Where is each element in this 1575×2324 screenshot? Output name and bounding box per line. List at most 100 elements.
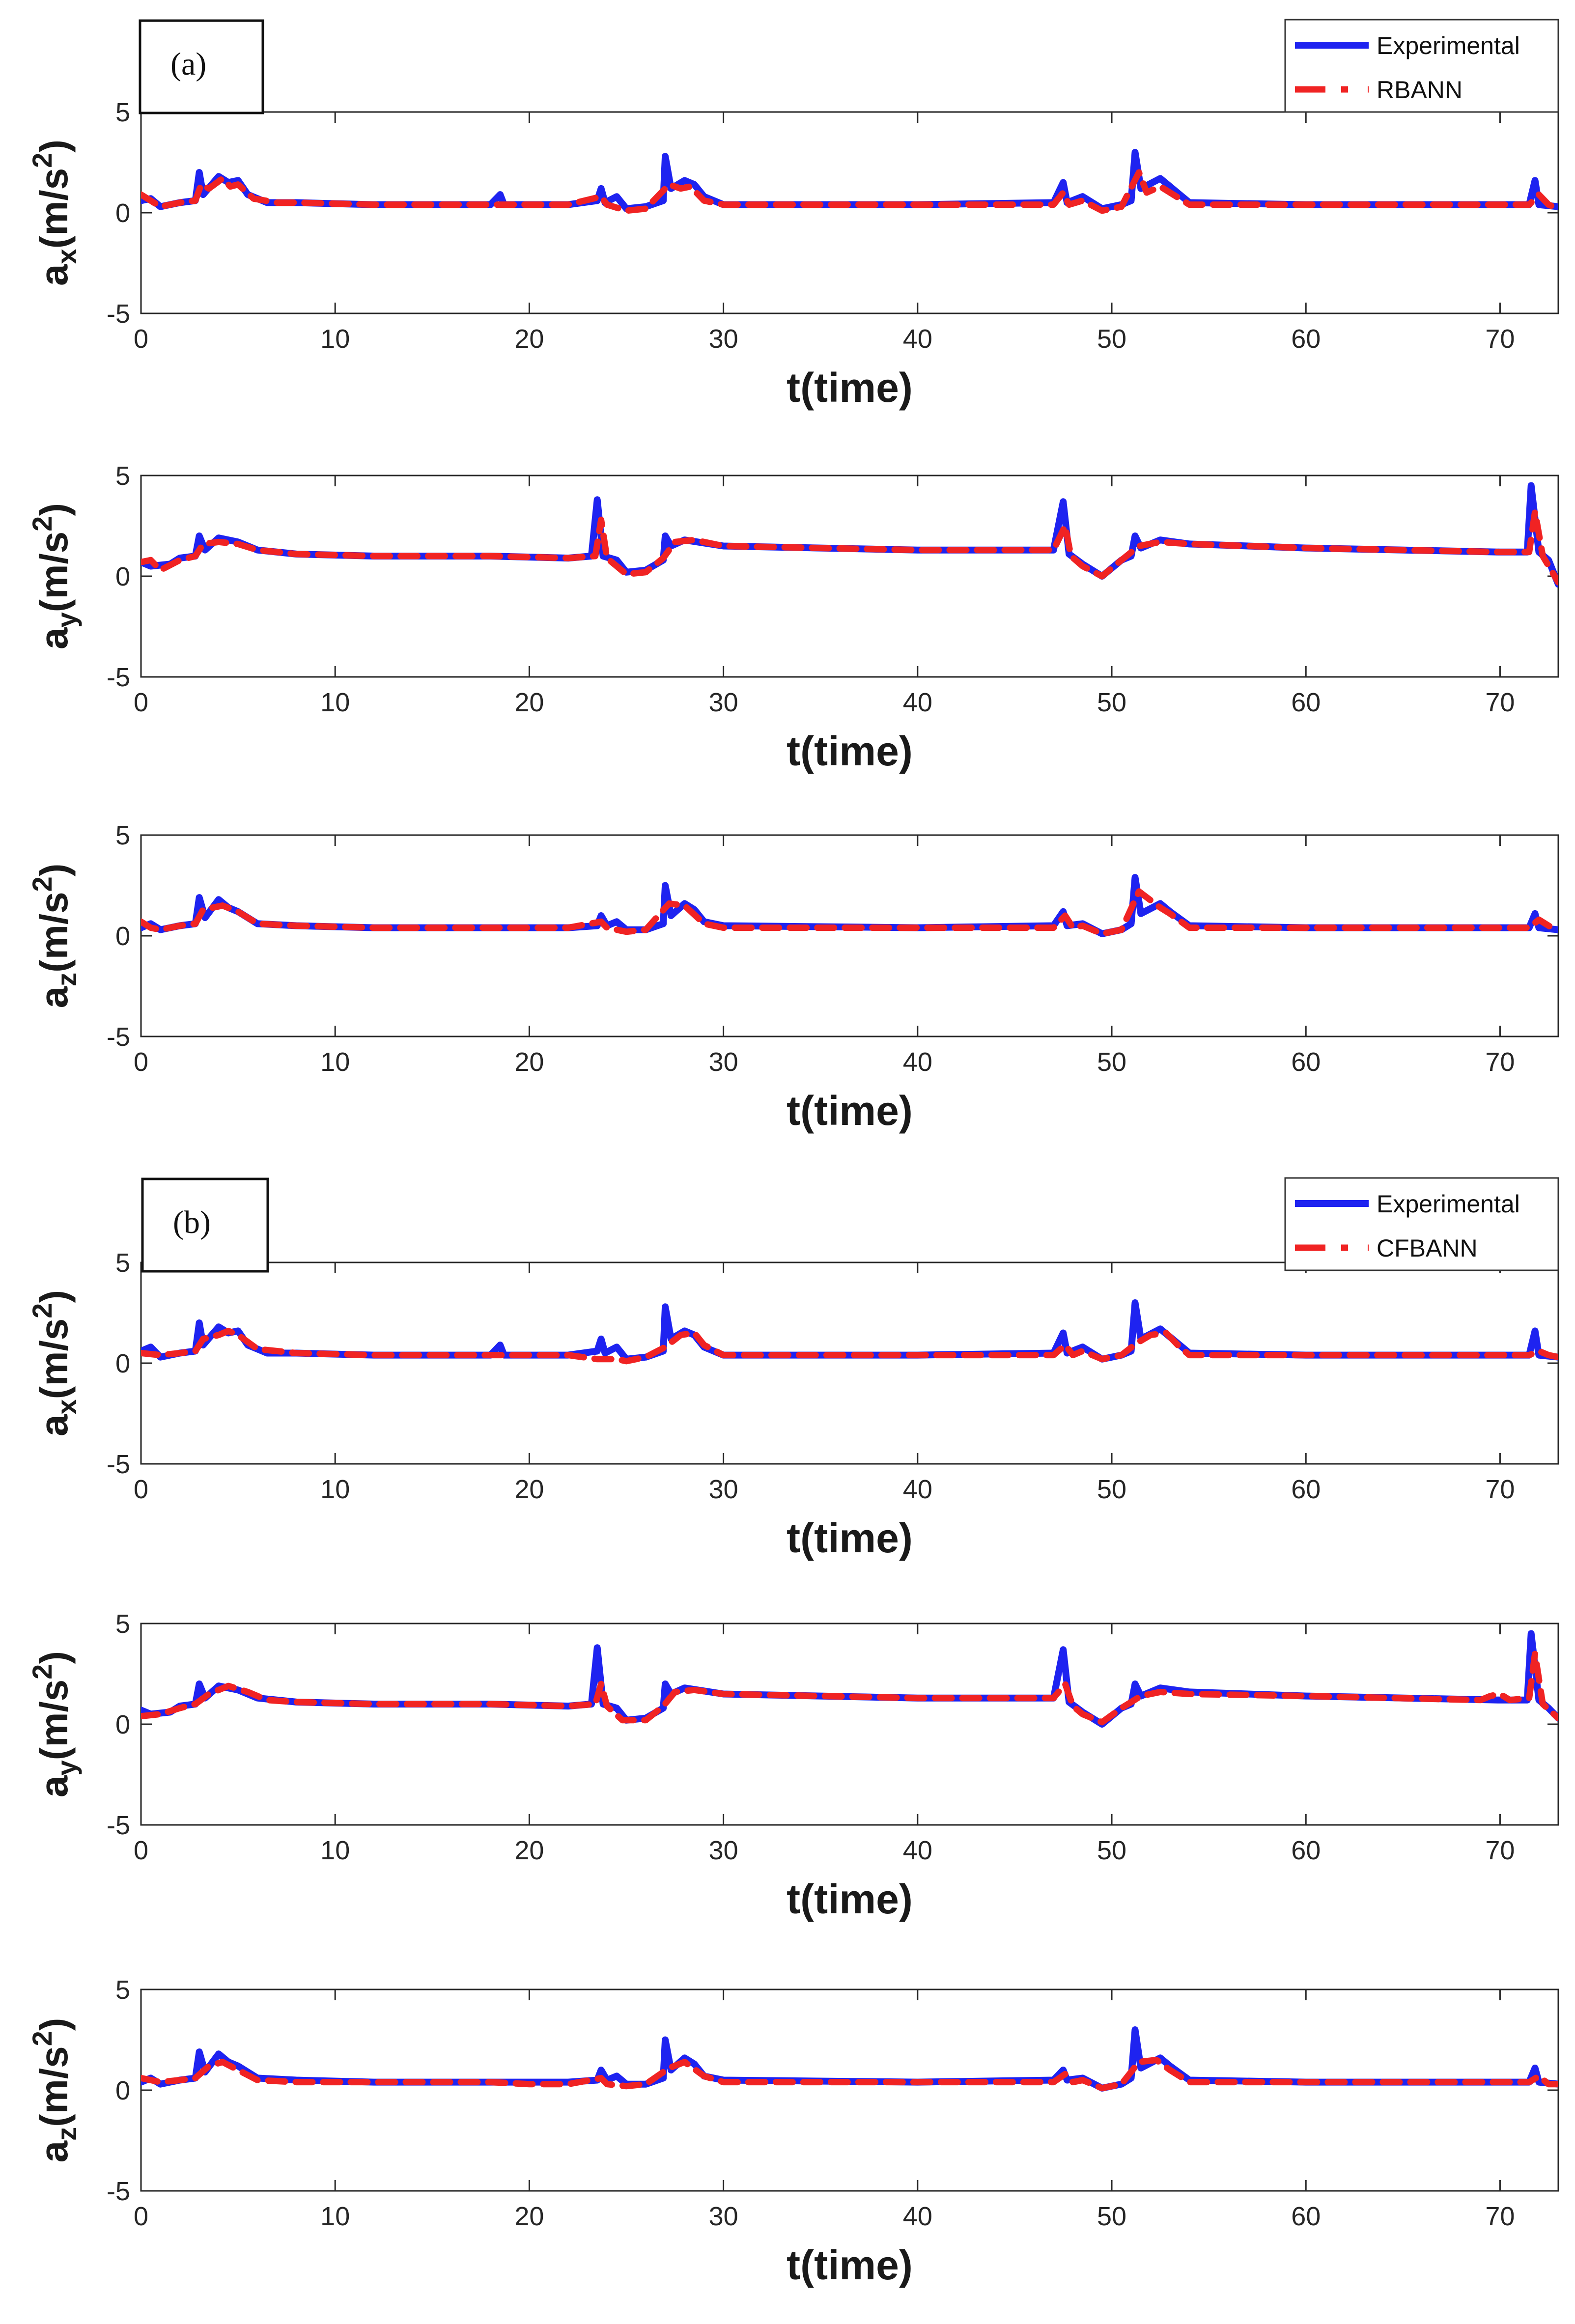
x-tick-label: 50 bbox=[1097, 1836, 1126, 1865]
x-tick-label: 50 bbox=[1097, 324, 1126, 354]
y-label-subscript: y bbox=[51, 1760, 82, 1775]
x-axis-label: t(time) bbox=[787, 1515, 913, 1561]
y-label-units: (m/s bbox=[32, 2046, 76, 2127]
y-label-close: ) bbox=[32, 1651, 76, 1664]
y-tick-label: -5 bbox=[107, 1022, 130, 1052]
x-tick-label: 40 bbox=[903, 1047, 932, 1077]
y-tick-label: 0 bbox=[115, 1710, 130, 1739]
y-label-units: (m/s bbox=[32, 532, 76, 613]
y-label-units: (m/s bbox=[32, 892, 76, 973]
x-tick-label: 20 bbox=[514, 2202, 544, 2231]
y-label-symbol: a bbox=[32, 1414, 76, 1436]
y-tick-label: 5 bbox=[115, 1975, 130, 2005]
y-tick-label: 5 bbox=[115, 821, 130, 850]
y-label-units: (m/s bbox=[32, 168, 76, 249]
y-tick-label: 5 bbox=[115, 461, 130, 491]
legend-label-experimental: Experimental bbox=[1377, 32, 1520, 59]
series-line-cfbann bbox=[141, 2057, 1558, 2092]
y-axis-label: az(m/s2) bbox=[27, 2018, 82, 2163]
x-axis-label: t(time) bbox=[787, 1088, 913, 1134]
panel-label: (a) bbox=[170, 46, 206, 82]
series-line-cfbann bbox=[141, 1327, 1558, 1365]
y-label-exponent: 2 bbox=[27, 2031, 57, 2046]
legend: Experimental CFBANN bbox=[1284, 1177, 1559, 1271]
y-label-exponent: 2 bbox=[27, 1303, 57, 1318]
y-label-close: ) bbox=[32, 140, 76, 153]
x-tick-label: 30 bbox=[709, 324, 738, 354]
y-label-subscript: x bbox=[51, 249, 82, 264]
y-label-close: ) bbox=[32, 503, 76, 516]
y-label-symbol: a bbox=[32, 264, 76, 286]
y-label-exponent: 2 bbox=[27, 876, 57, 892]
legend-box bbox=[1284, 1177, 1559, 1271]
axes-frame bbox=[140, 834, 1559, 1037]
y-tick-label: 5 bbox=[115, 98, 130, 127]
x-tick-label: 10 bbox=[320, 1475, 350, 1504]
x-tick-label: 0 bbox=[134, 1836, 148, 1865]
y-label-symbol: a bbox=[32, 986, 76, 1008]
y-tick-label: 0 bbox=[115, 2076, 130, 2105]
y-label-close: ) bbox=[32, 2018, 76, 2031]
y-label-symbol: a bbox=[32, 1775, 76, 1797]
y-label-symbol: a bbox=[32, 2140, 76, 2162]
x-tick-label: 70 bbox=[1485, 688, 1515, 717]
series-line-rbann bbox=[141, 169, 1558, 214]
y-tick-label: -5 bbox=[107, 2177, 130, 2206]
x-axis-label: t(time) bbox=[787, 728, 913, 774]
x-tick-label: 0 bbox=[134, 2202, 148, 2231]
x-tick-label: 20 bbox=[514, 688, 544, 717]
y-label-units: (m/s bbox=[32, 1680, 76, 1761]
x-tick-label: 60 bbox=[1291, 688, 1321, 717]
x-tick-label: 60 bbox=[1291, 1047, 1321, 1077]
series-line-cfbann bbox=[141, 1651, 1558, 1726]
x-tick-label: 20 bbox=[514, 1836, 544, 1865]
legend-label-experimental: Experimental bbox=[1377, 1190, 1520, 1218]
x-tick-label: 10 bbox=[320, 2202, 350, 2231]
x-tick-label: 50 bbox=[1097, 1047, 1126, 1077]
y-tick-label: 5 bbox=[115, 1248, 130, 1278]
group-a-annotations: (a) Experimental RBANN bbox=[139, 19, 1559, 114]
x-tick-label: 40 bbox=[903, 1475, 932, 1504]
y-tick-label: 0 bbox=[115, 922, 130, 951]
x-tick-label: 30 bbox=[709, 688, 738, 717]
panel-label-box bbox=[141, 1177, 269, 1273]
x-tick-label: 60 bbox=[1291, 324, 1321, 354]
axes-frame bbox=[140, 475, 1559, 678]
y-label-subscript: z bbox=[51, 2127, 82, 2141]
y-label-subscript: z bbox=[51, 973, 82, 986]
y-tick-label: -5 bbox=[107, 299, 130, 329]
y-tick-label: -5 bbox=[107, 1450, 130, 1479]
x-tick-label: 50 bbox=[1097, 2202, 1126, 2231]
y-label-subscript: x bbox=[51, 1399, 82, 1414]
y-axis-label: ay(m/s2) bbox=[27, 503, 82, 649]
x-axis-label: t(time) bbox=[787, 1876, 913, 1922]
legend-label-model: RBANN bbox=[1377, 76, 1462, 104]
x-tick-label: 60 bbox=[1291, 1836, 1321, 1865]
x-tick-label: 10 bbox=[320, 324, 350, 354]
x-tick-label: 70 bbox=[1485, 1836, 1515, 1865]
x-tick-label: 70 bbox=[1485, 2202, 1515, 2231]
y-axis-label: ax(m/s2) bbox=[27, 140, 82, 286]
y-label-symbol: a bbox=[32, 627, 76, 649]
axes-frame bbox=[140, 1261, 1559, 1465]
x-tick-label: 10 bbox=[320, 688, 350, 717]
x-tick-label: 0 bbox=[134, 688, 148, 717]
y-axis-label: ay(m/s2) bbox=[27, 1651, 82, 1797]
legend: Experimental RBANN bbox=[1284, 19, 1559, 113]
x-tick-label: 0 bbox=[134, 324, 148, 354]
y-axis-label: az(m/s2) bbox=[27, 864, 82, 1008]
x-tick-label: 30 bbox=[709, 1047, 738, 1077]
x-tick-label: 0 bbox=[134, 1047, 148, 1077]
panel-label: (b) bbox=[173, 1204, 211, 1240]
x-tick-label: 10 bbox=[320, 1836, 350, 1865]
y-label-exponent: 2 bbox=[27, 516, 57, 532]
x-tick-label: 20 bbox=[514, 1475, 544, 1504]
x-tick-label: 20 bbox=[514, 1047, 544, 1077]
y-label-subscript: y bbox=[51, 612, 82, 627]
x-tick-label: 50 bbox=[1097, 688, 1126, 717]
x-tick-label: 50 bbox=[1097, 1475, 1126, 1504]
